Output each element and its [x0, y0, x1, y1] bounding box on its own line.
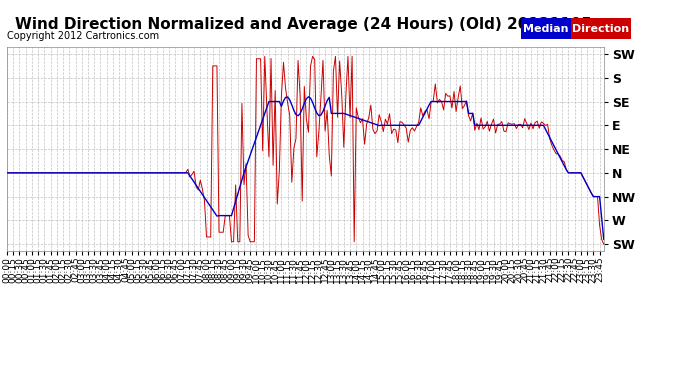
Text: Direction: Direction — [573, 24, 629, 33]
Text: Copyright 2012 Cartronics.com: Copyright 2012 Cartronics.com — [7, 32, 159, 41]
Text: Median: Median — [523, 24, 569, 33]
Text: Wind Direction Normalized and Average (24 Hours) (Old) 20121105: Wind Direction Normalized and Average (2… — [15, 17, 592, 32]
